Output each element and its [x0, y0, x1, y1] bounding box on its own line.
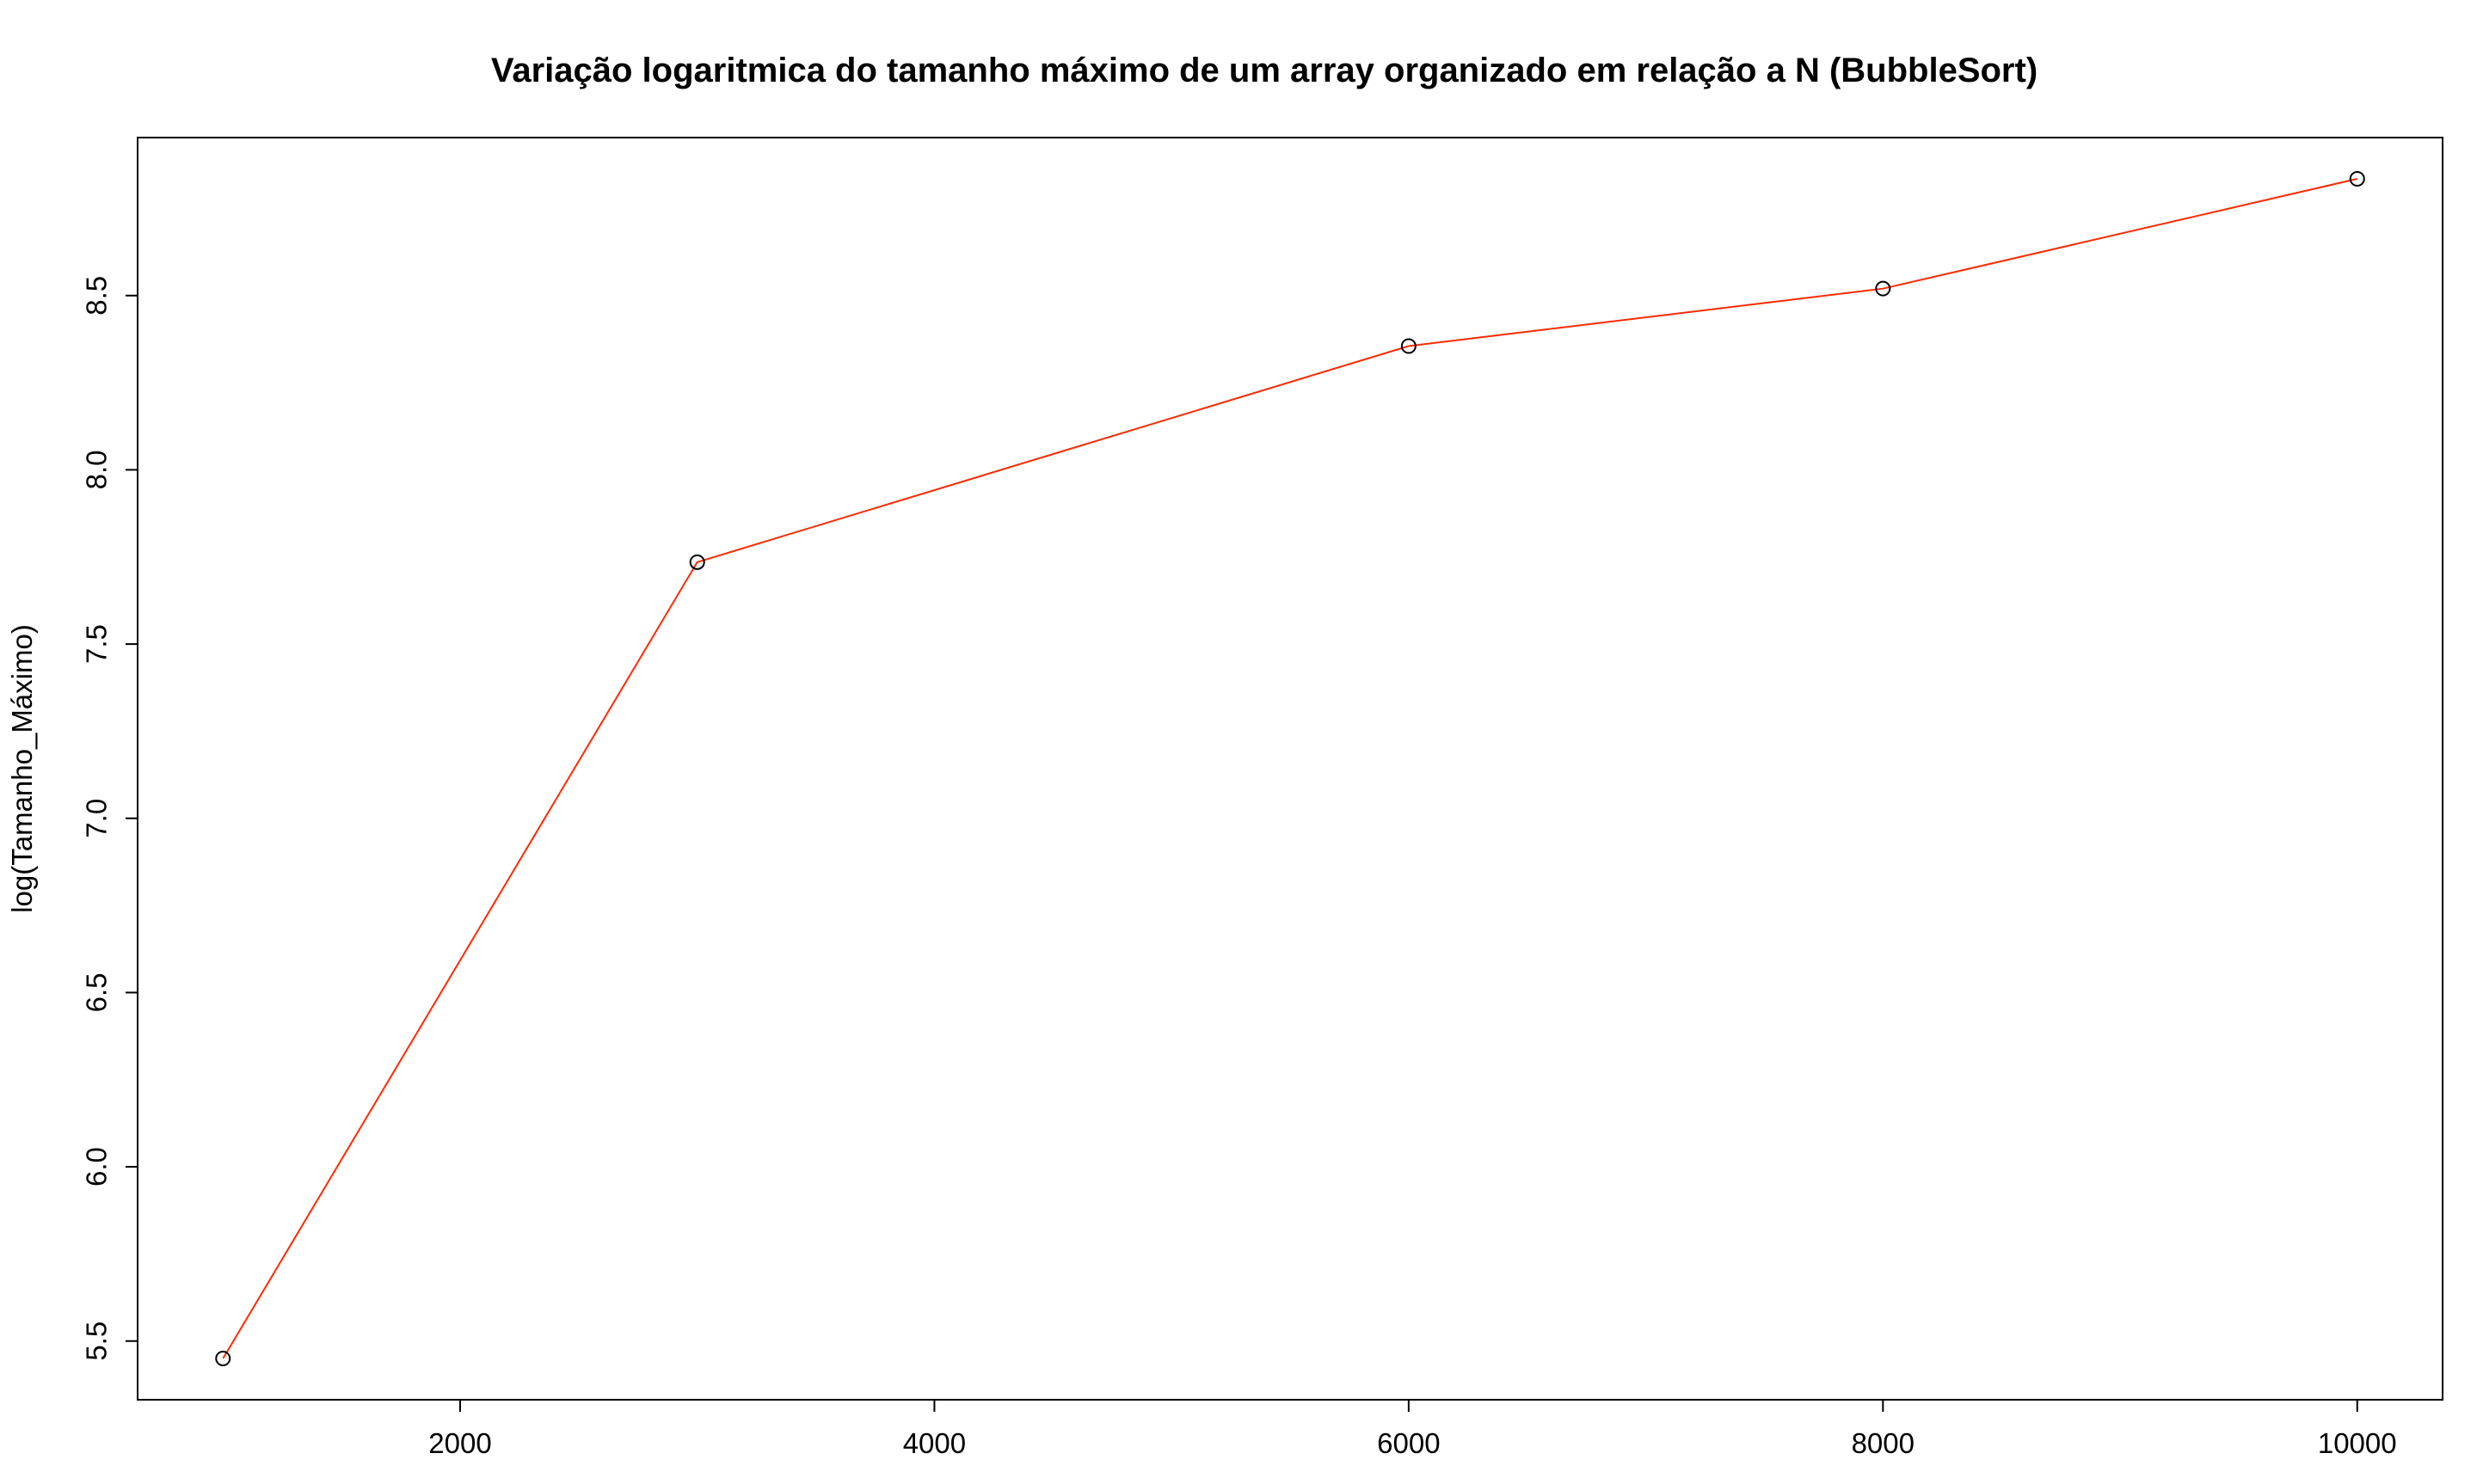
x-tick-label: 2000: [428, 1427, 491, 1459]
x-tick-label: 4000: [903, 1427, 966, 1459]
data-point: [215, 1351, 231, 1367]
series-line: [222, 178, 2357, 1359]
series-layer: [215, 170, 2365, 1367]
chart-title: Variação logaritmica do tamanho máximo d…: [491, 52, 2038, 89]
y-tick-label: 8.0: [81, 450, 113, 489]
y-tick-label: 6.5: [81, 972, 113, 1012]
y-tick-label: 5.5: [81, 1321, 113, 1361]
data-point: [2349, 170, 2365, 187]
data-point: [1875, 280, 1891, 297]
x-tick-label: 8000: [1852, 1427, 1915, 1459]
data-point: [1400, 338, 1417, 354]
plot-frame: [137, 137, 2443, 1401]
y-tick-label: 6.0: [81, 1147, 113, 1187]
data-point: [689, 554, 705, 570]
y-axis: 5.5 6.0 6.5 7.0 7.5 8.0 8.5: [81, 276, 138, 1361]
x-tick-label: 10000: [2318, 1427, 2397, 1459]
x-tick-label: 6000: [1377, 1427, 1440, 1459]
x-axis: 2000 4000 6000 8000 10000: [428, 1399, 2397, 1459]
y-tick-label: 8.5: [81, 276, 113, 316]
y-tick-label: 7.5: [81, 624, 113, 664]
y-axis-label: log(Tamanho_Máximo): [6, 624, 38, 913]
y-tick-label: 7.0: [81, 799, 113, 838]
